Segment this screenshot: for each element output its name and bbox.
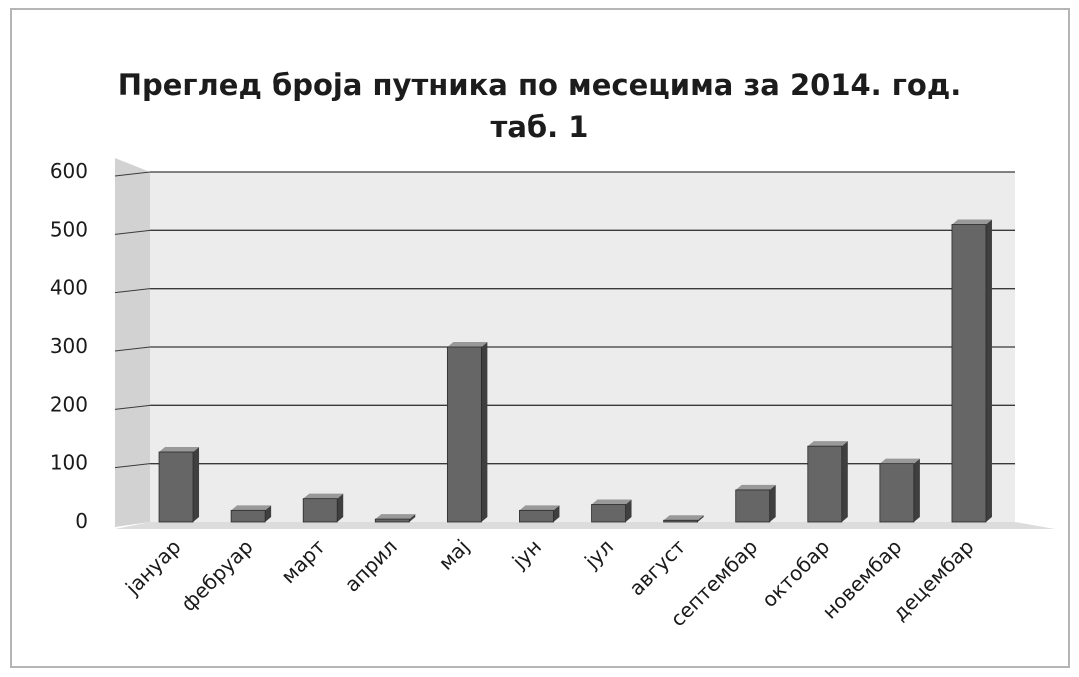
bar-top	[447, 342, 488, 347]
bar-side	[553, 505, 560, 522]
floor	[115, 522, 1055, 529]
y-tick-label: 0	[75, 509, 88, 533]
bar-side	[625, 499, 632, 522]
x-tick-label: мај	[434, 535, 474, 575]
bar-top	[519, 505, 560, 511]
y-tick-label: 500	[50, 217, 88, 241]
bar-side	[481, 342, 488, 522]
gridline-side	[114, 346, 151, 352]
bar-front	[663, 519, 699, 523]
gridline-side	[114, 404, 151, 410]
bar-front	[230, 509, 266, 523]
x-tick-label: март	[276, 534, 330, 588]
y-tick-label: 100	[50, 451, 88, 475]
bar-front	[735, 489, 771, 523]
bar-јун	[519, 505, 560, 523]
bar-side	[769, 484, 776, 522]
y-tick-label: 400	[50, 276, 88, 300]
x-tick-label: јул	[579, 535, 618, 574]
y-tick-label: 300	[50, 334, 88, 358]
bar-side	[985, 219, 992, 522]
bar-јануар	[158, 447, 200, 523]
bar-top	[303, 493, 344, 499]
bar-front	[374, 518, 410, 523]
chart-subtitle: таб. 1	[490, 110, 589, 144]
bar-октобар	[807, 441, 848, 523]
x-tick-label: фебруар	[176, 535, 257, 616]
bar-side	[841, 441, 848, 522]
bar-top	[231, 505, 272, 511]
bar-септембар	[735, 484, 776, 523]
bar-side	[265, 505, 272, 522]
bar-front	[446, 346, 482, 523]
y-tick-label: 600	[50, 159, 88, 183]
gridline-side	[114, 171, 151, 177]
bar-top	[591, 499, 632, 505]
side-wall	[115, 158, 150, 527]
bar-side	[193, 447, 200, 522]
chart-title-block: Преглед броја путника по месецима за 201…	[0, 64, 1079, 148]
bar-јул	[591, 499, 632, 523]
bar-април	[374, 514, 416, 523]
bar-top	[375, 514, 416, 520]
gridline-side	[114, 463, 151, 469]
bar-front	[879, 463, 915, 523]
gridline-side	[114, 229, 151, 235]
bar-top	[951, 219, 992, 225]
bar-front	[158, 451, 194, 523]
x-tick-label: август	[624, 534, 690, 600]
bar-side	[337, 493, 344, 522]
x-tick-label: јун	[507, 535, 546, 574]
bar-мај	[446, 342, 488, 523]
bar-side	[697, 515, 704, 522]
bar-front	[302, 498, 338, 523]
bar-top	[807, 441, 848, 447]
chart-title: Преглед броја путника по месецима за 201…	[117, 68, 962, 102]
bar-front	[519, 509, 554, 523]
bar-фебруар	[230, 505, 272, 523]
bar-новембар	[879, 458, 920, 523]
bar-top	[663, 515, 704, 521]
gridlines	[114, 171, 1015, 469]
bar-front	[591, 504, 626, 523]
x-tick-label: јануар	[120, 535, 186, 601]
bar-top	[735, 484, 776, 490]
bar-март	[302, 493, 344, 523]
bar-front	[807, 445, 843, 523]
x-tick-label: април	[340, 535, 402, 597]
bar-top	[879, 458, 920, 464]
bar-август	[663, 515, 704, 523]
bar-децембар	[951, 219, 992, 523]
bar-side	[913, 458, 920, 522]
bars	[158, 219, 992, 523]
y-axis-ticks: 0 100 200 300 400 500 600	[50, 159, 88, 533]
y-tick-label: 200	[50, 392, 88, 416]
gridline-side	[114, 288, 151, 294]
bar-front	[951, 224, 987, 523]
bar-side	[409, 514, 416, 522]
bar-top	[159, 447, 200, 452]
